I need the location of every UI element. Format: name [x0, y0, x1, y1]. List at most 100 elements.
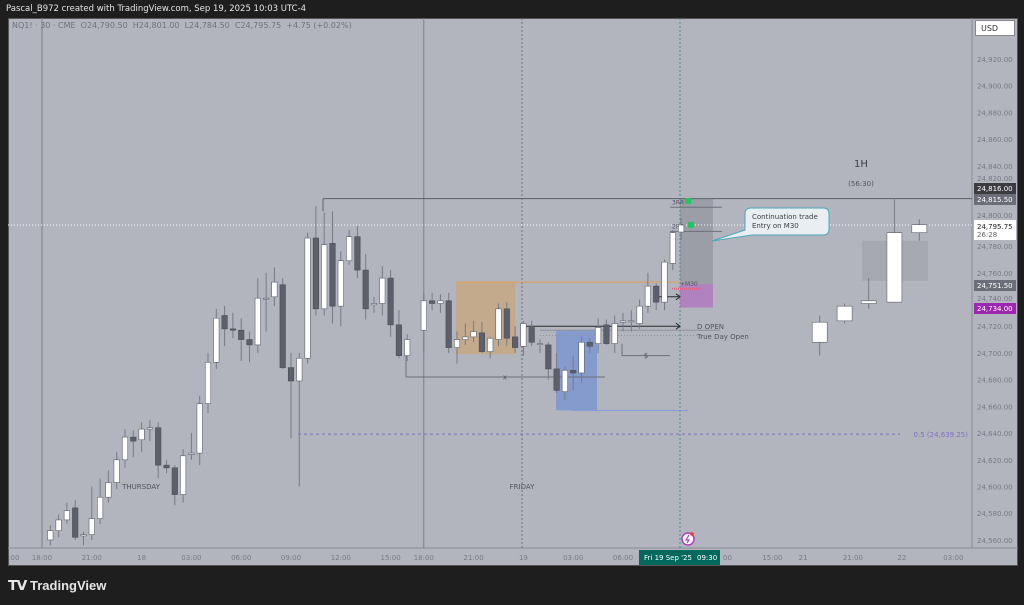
last-price-label: 24,795.75 — [977, 223, 1013, 231]
time-tick-label: 18 — [137, 554, 146, 562]
callout-bubble[interactable] — [711, 207, 830, 242]
candle — [520, 323, 527, 347]
candle — [653, 285, 660, 303]
price-label-level-bg — [974, 194, 1016, 205]
candle — [595, 327, 602, 344]
stop-zone-box — [680, 284, 713, 308]
candle — [287, 367, 295, 382]
candle — [213, 317, 220, 363]
candle — [578, 341, 585, 374]
price-tick-label: 24,860.00 — [977, 136, 1013, 144]
price-tick-label: 24,580.00 — [977, 510, 1013, 518]
time-tick-label: :00 — [8, 554, 19, 562]
last-price-badge-bg — [974, 220, 1016, 240]
candle — [121, 436, 129, 461]
candle — [470, 331, 477, 338]
candle — [545, 344, 552, 370]
bar-countdown-label: 26:28 — [977, 231, 997, 239]
candle — [180, 455, 187, 495]
price-tick-label: 24,700.00 — [977, 350, 1013, 358]
timeframe-countdown: (56:30) — [848, 180, 874, 188]
time-tick-label: 21:00 — [843, 554, 863, 562]
candle-1h — [860, 300, 877, 304]
candle — [188, 452, 195, 455]
candle — [263, 297, 270, 300]
candle — [346, 236, 353, 262]
notification-dot-icon — [690, 532, 694, 536]
candle — [55, 519, 62, 531]
candle-1h — [836, 305, 853, 322]
time-tick-label: 22 — [897, 554, 906, 562]
time-badge-clock: 09:30 — [697, 554, 717, 562]
legend-open: O24,790.50 — [80, 21, 128, 30]
price-tick-label: 24,760.00 — [977, 270, 1013, 278]
candle — [354, 236, 361, 271]
price-tick-label: 24,800.00 — [977, 212, 1013, 220]
callout-text-line1: Continuation trade — [752, 213, 818, 221]
candle — [495, 308, 502, 340]
session-label-thursday: THURSDAY — [121, 483, 160, 491]
candle — [420, 300, 427, 331]
candle — [304, 237, 311, 359]
price-tick-label: 24,620.00 — [977, 457, 1013, 465]
candle — [47, 530, 54, 541]
candle — [561, 369, 568, 392]
candle-1h — [911, 224, 928, 233]
time-tick-label: 00 — [723, 554, 732, 562]
d-open-label: D OPEN — [697, 323, 724, 331]
candle — [528, 327, 535, 343]
candle — [387, 277, 394, 326]
candle — [279, 284, 286, 368]
price-tick-label: 24,660.00 — [977, 403, 1013, 411]
currency-button[interactable]: USD — [975, 20, 1015, 36]
time-tick-label: 06:00 — [613, 554, 633, 562]
candle — [362, 269, 369, 310]
candle — [445, 300, 452, 348]
candle — [63, 510, 70, 521]
tv-logo-icon: 𝗧𝗩 — [8, 577, 27, 593]
candle — [636, 305, 643, 324]
check-icon — [688, 221, 694, 228]
m30-label: +M30 — [680, 281, 698, 288]
x-marker-label: x — [503, 373, 507, 381]
candle — [487, 337, 494, 352]
price-label-mid: 24,751.50 — [977, 282, 1013, 290]
chart-title: Pascal_B972 created with TradingView.com… — [6, 4, 307, 14]
candle — [678, 224, 685, 233]
time-tick-label: 15:00 — [762, 554, 782, 562]
legend-symbol[interactable]: NQ1! · 30 · CME — [12, 21, 76, 30]
symbol-legend: NQ1! · 30 · CME O24,790.50 H24,801.00 L2… — [12, 21, 352, 30]
price-tick-label: 24,900.00 — [977, 83, 1013, 91]
candle — [238, 329, 245, 340]
candle — [80, 534, 87, 537]
candle — [429, 300, 436, 304]
price-tick-label: 24,680.00 — [977, 377, 1013, 385]
time-tick-label: 03:00 — [181, 554, 201, 562]
candle — [321, 244, 328, 310]
candle — [628, 320, 635, 323]
legend-low: L24,784.50 — [184, 21, 230, 30]
legend-change: +4.75 (+0.02%) — [286, 21, 352, 30]
candle — [395, 324, 402, 356]
price-tick-label: 24,600.00 — [977, 484, 1013, 492]
candle — [204, 361, 212, 404]
tradingview-logo: 𝗧𝗩 TradingView — [8, 577, 106, 594]
candle — [644, 285, 651, 307]
time-tick-label: 15:00 — [381, 554, 401, 562]
price-label-purple-bg — [974, 303, 1016, 314]
time-badge-date: Fri 19 Sep '25 — [644, 554, 692, 562]
price-label-high-bg — [974, 183, 1016, 194]
price-tick-label: 24,740.00 — [977, 295, 1013, 303]
candle — [130, 436, 137, 442]
event-lightning-icon[interactable] — [681, 532, 695, 546]
rr3-label: 3RR — [672, 200, 684, 207]
price-tick-label: 24,820.00 — [977, 175, 1013, 183]
candle — [453, 339, 461, 348]
candle — [478, 332, 485, 352]
timeframe-label: 1H — [854, 159, 868, 170]
candle — [271, 281, 278, 298]
time-tick-label: 06:00 — [231, 554, 251, 562]
candle-1h — [886, 232, 903, 303]
candle — [619, 320, 627, 323]
